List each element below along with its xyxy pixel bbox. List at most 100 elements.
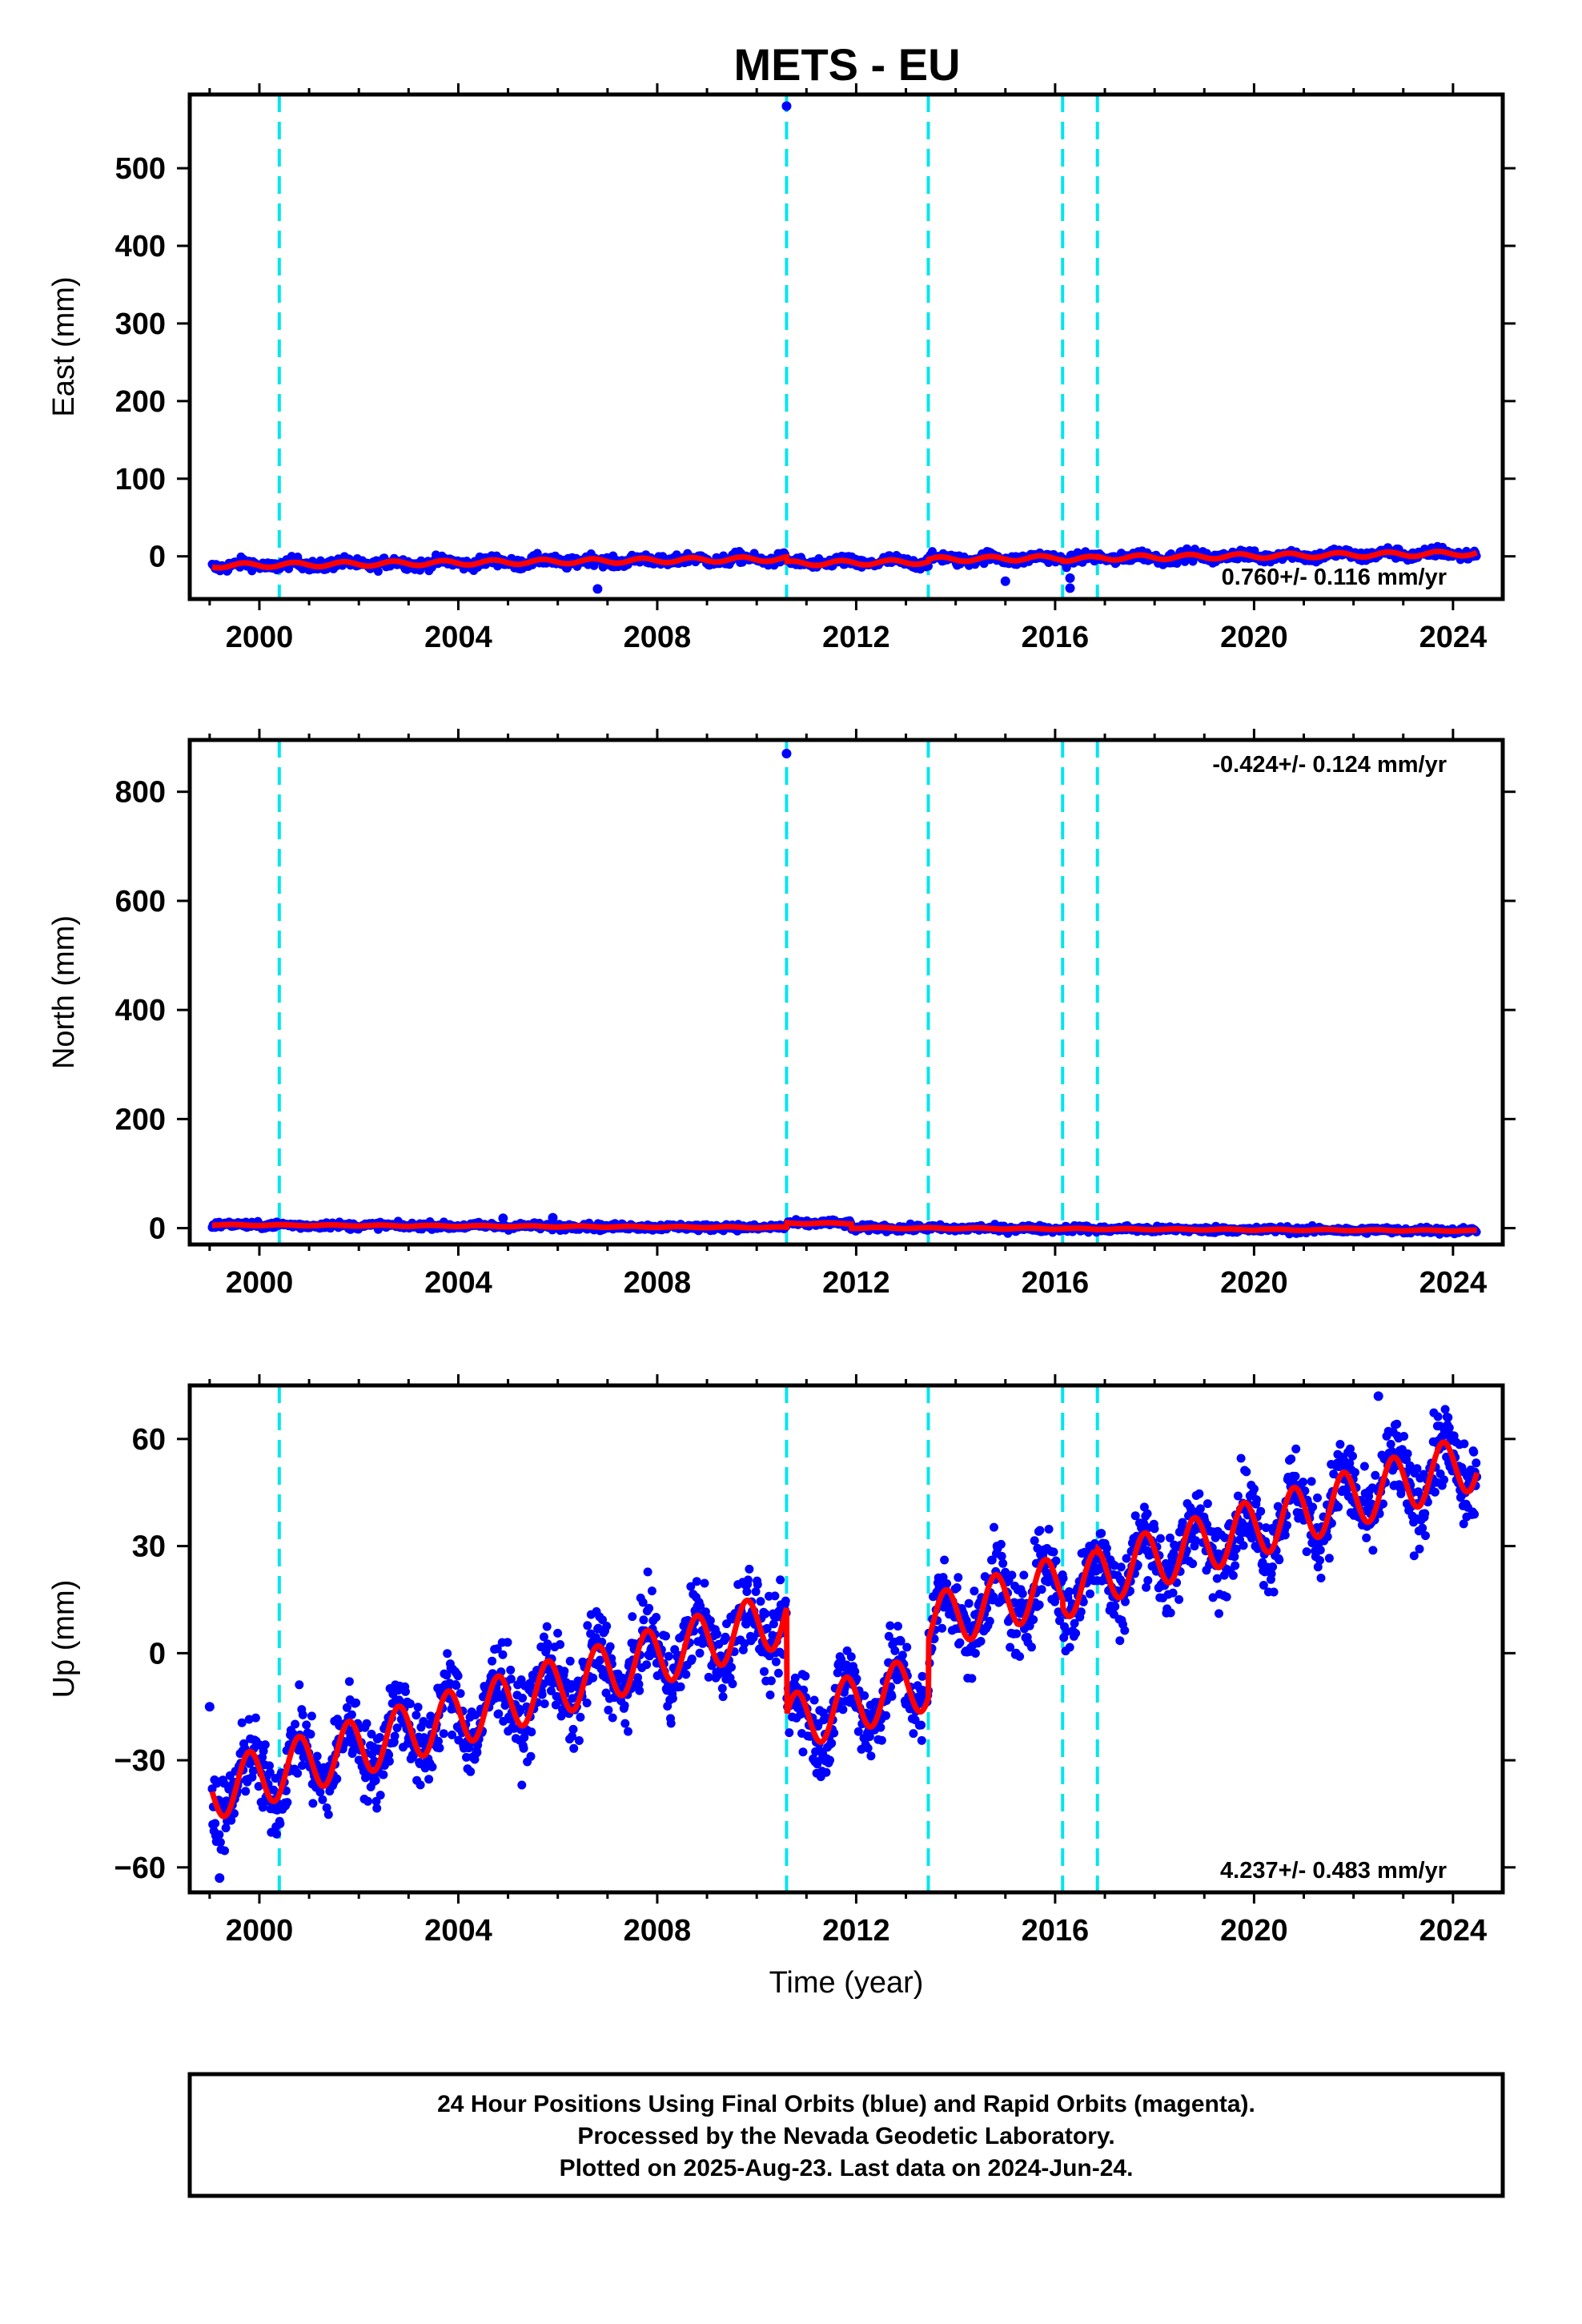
data-point — [1044, 1525, 1054, 1534]
data-point — [1071, 1629, 1081, 1638]
velocity-label: -0.424+/- 0.124 mm/yr — [1212, 752, 1447, 778]
data-point — [753, 1580, 762, 1590]
model-fit-curve — [209, 1439, 1480, 1819]
data-point — [215, 1830, 224, 1839]
data-point — [860, 1691, 869, 1700]
x-tick-label: 2024 — [1419, 1266, 1488, 1300]
data-point — [940, 1555, 950, 1565]
data-point — [917, 1735, 926, 1745]
data-point — [1239, 1541, 1248, 1550]
data-point — [1415, 1544, 1424, 1554]
data-point — [721, 1632, 730, 1642]
x-tick-label: 2004 — [424, 1266, 492, 1300]
data-point — [887, 1691, 897, 1701]
data-point — [718, 1692, 728, 1702]
y-tick-label: −60 — [114, 1852, 166, 1885]
data-point — [583, 1621, 592, 1630]
y-axis-label: East (mm) — [47, 276, 81, 416]
data-point — [1250, 1484, 1259, 1494]
y-tick-label: 800 — [115, 776, 166, 810]
data-point — [498, 1650, 508, 1659]
data-point — [766, 1676, 776, 1686]
data-point — [435, 1743, 444, 1753]
data-point — [1256, 1506, 1266, 1516]
data-point — [1231, 1561, 1240, 1570]
data-point — [664, 1651, 673, 1661]
y-tick-label: 0 — [149, 1637, 166, 1671]
data-point — [1334, 1502, 1343, 1512]
data-point — [588, 1673, 598, 1683]
x-tick-label: 2020 — [1220, 621, 1288, 654]
data-point — [1348, 1451, 1357, 1461]
outlier-point — [204, 1702, 215, 1712]
data-point — [384, 1756, 394, 1766]
data-point — [1433, 1412, 1443, 1421]
data-point — [1280, 1530, 1290, 1540]
data-point — [996, 1539, 1006, 1549]
data-point — [582, 1699, 592, 1707]
data-point — [890, 1646, 900, 1655]
data-point — [695, 1648, 705, 1658]
data-point — [743, 1575, 753, 1585]
data-point — [1470, 1510, 1480, 1519]
data-point — [439, 1729, 448, 1739]
data-point — [1399, 1432, 1409, 1441]
data-point — [850, 1667, 860, 1676]
data-point — [1472, 1458, 1481, 1468]
data-point — [644, 1603, 654, 1613]
data-point — [776, 1575, 785, 1585]
outlier-point — [548, 1212, 558, 1223]
data-point — [1313, 1493, 1322, 1502]
data-point — [1019, 1570, 1029, 1580]
data-point — [1403, 1449, 1412, 1458]
data-point — [1233, 1491, 1243, 1501]
data-point — [306, 1730, 315, 1739]
data-point — [413, 1703, 423, 1712]
data-point — [1188, 1559, 1198, 1569]
data-point — [781, 1596, 790, 1606]
data-point — [1174, 1594, 1184, 1604]
data-point — [560, 1667, 569, 1676]
data-point — [1443, 1413, 1453, 1422]
data-point — [897, 1651, 907, 1660]
data-point — [371, 1775, 380, 1785]
data-point — [770, 1591, 780, 1601]
data-point — [1275, 1555, 1284, 1565]
data-point — [569, 1743, 579, 1753]
data-point — [527, 1727, 536, 1737]
data-point — [1287, 1454, 1296, 1464]
data-point — [1029, 1615, 1038, 1624]
data-point — [970, 1649, 980, 1658]
data-point — [1007, 1570, 1017, 1580]
x-tick-label: 2004 — [424, 621, 492, 654]
data-point — [713, 1630, 722, 1639]
x-tick-label: 2008 — [624, 621, 692, 654]
data-point — [443, 1649, 452, 1659]
data-point — [1430, 1487, 1439, 1497]
data-point — [1143, 1576, 1153, 1585]
data-point — [1444, 1423, 1454, 1433]
data-point — [728, 1679, 737, 1689]
data-point — [295, 1680, 304, 1690]
data-point — [351, 1698, 361, 1707]
data-point — [1440, 1405, 1450, 1414]
data-point — [312, 1751, 322, 1761]
y-tick-label: 60 — [132, 1423, 166, 1457]
north-panel: 2000 2004 2008 2012 2016 2020 2024020040060080… — [47, 729, 1516, 1300]
data-point — [1421, 1531, 1430, 1541]
y-tick-label: 300 — [115, 308, 166, 341]
data-point — [568, 1724, 578, 1734]
data-point — [785, 1728, 794, 1738]
data-point — [453, 1671, 463, 1681]
data-point — [827, 1739, 837, 1748]
data-point — [661, 1631, 670, 1641]
data-point — [517, 1780, 527, 1790]
data-point — [1015, 1652, 1025, 1661]
data-point — [1086, 1589, 1094, 1598]
data-point — [1392, 1419, 1402, 1429]
plot-frame — [187, 1383, 1505, 1895]
footer-line: Processed by the Nevada Geodetic Laborat… — [577, 2123, 1114, 2149]
data-point — [938, 1623, 947, 1633]
data-point — [771, 1657, 781, 1667]
